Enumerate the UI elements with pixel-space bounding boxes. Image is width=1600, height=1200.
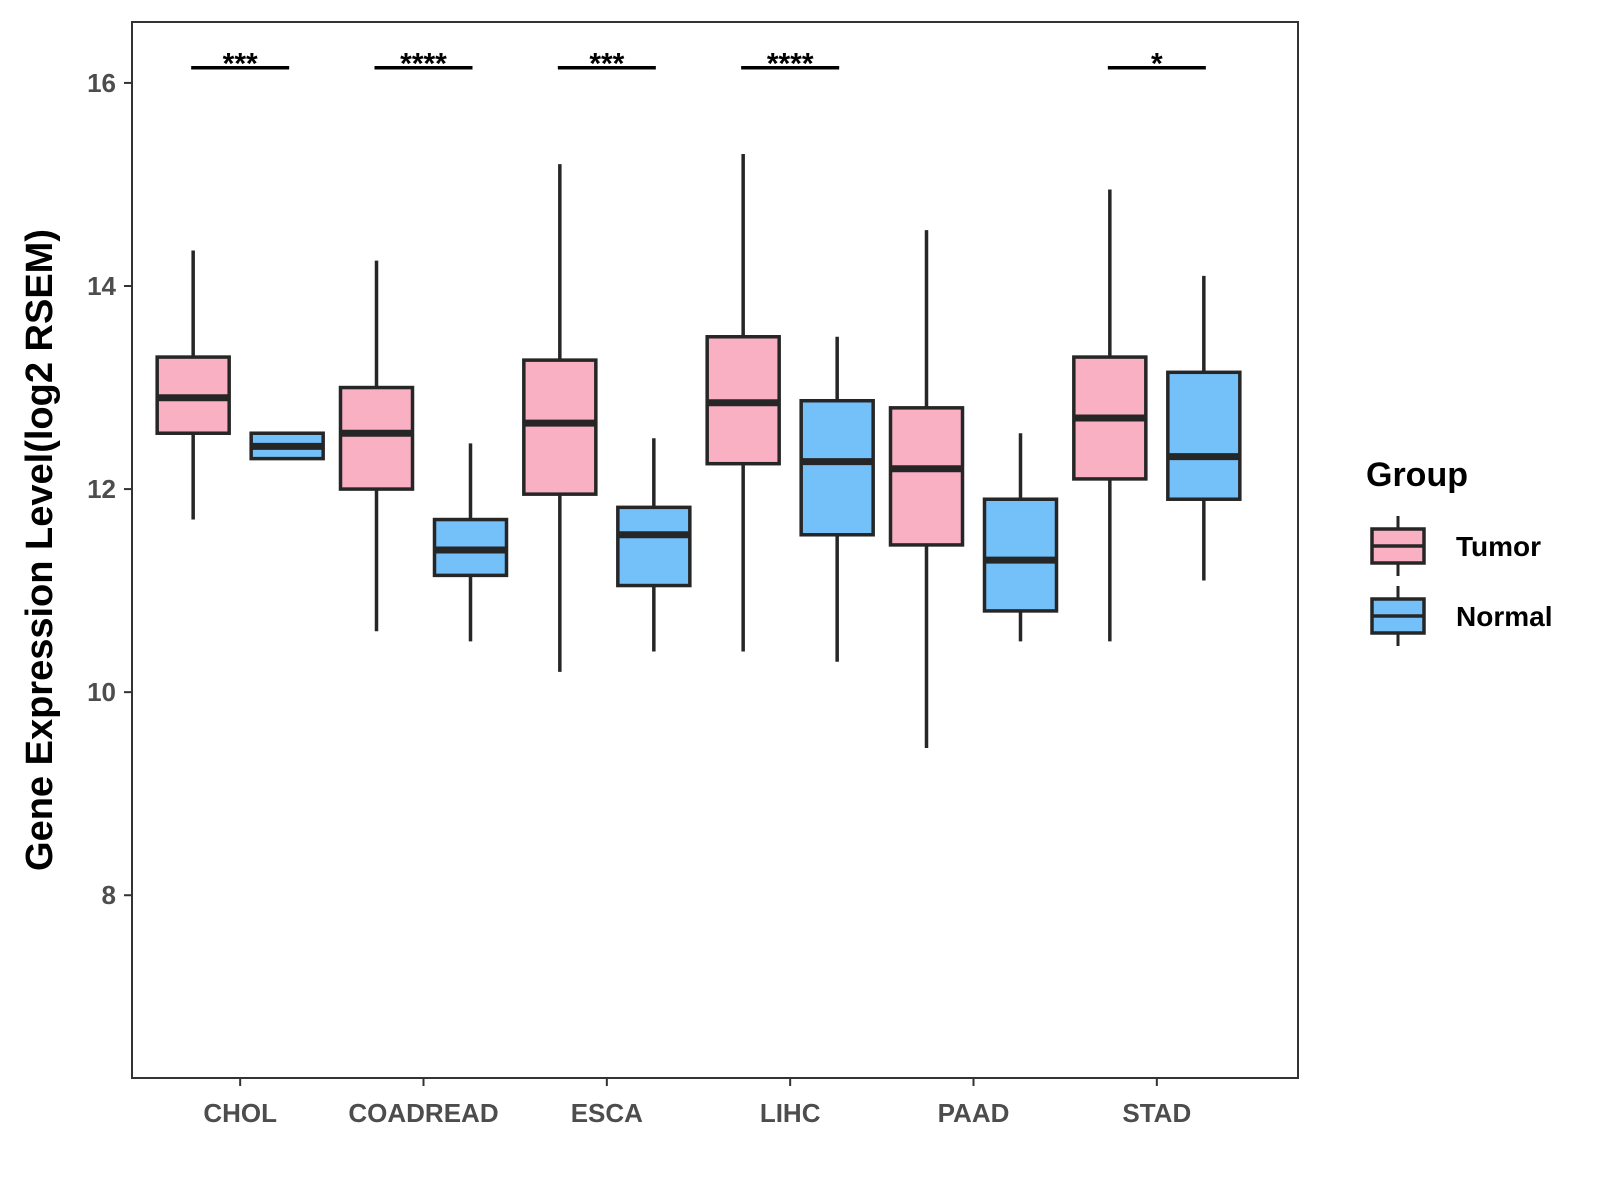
box-normal-stad bbox=[1166, 275, 1242, 581]
box-tumor-paad bbox=[888, 230, 965, 748]
legend-key-tumor bbox=[1370, 516, 1426, 576]
legend-label-normal: Normal bbox=[1456, 601, 1552, 632]
y-tick-label: 16 bbox=[87, 68, 116, 98]
box-normal-paad bbox=[982, 433, 1059, 642]
significance-annotations: *** **** *** **** * bbox=[191, 48, 1206, 81]
significance-label-esca: *** bbox=[589, 48, 624, 81]
y-axis: 8 10 12 14 16 bbox=[87, 68, 132, 910]
legend-label-tumor: Tumor bbox=[1456, 531, 1541, 562]
significance-label-chol: *** bbox=[223, 48, 258, 81]
box-tumor-stad bbox=[1072, 189, 1148, 642]
significance-label-coadread: **** bbox=[400, 48, 447, 81]
box-normal-esca bbox=[616, 438, 692, 652]
box-group bbox=[155, 154, 1242, 748]
box-normal-lihc bbox=[799, 336, 875, 662]
x-tick-label-esca: ESCA bbox=[571, 1098, 643, 1128]
box-body bbox=[799, 398, 875, 537]
y-tick-label: 12 bbox=[87, 474, 116, 504]
significance-label-stad: * bbox=[1151, 48, 1163, 81]
box-tumor-chol bbox=[155, 250, 231, 520]
y-axis-title: Gene Expression Level(log2 RSEM) bbox=[19, 229, 61, 871]
x-tick-label-chol: CHOL bbox=[203, 1098, 277, 1128]
box-tumor-esca bbox=[522, 164, 598, 672]
y-tick-label: 10 bbox=[87, 677, 116, 707]
box-tumor-coadread bbox=[338, 260, 415, 632]
box-body bbox=[522, 358, 598, 496]
x-tick-label-stad: STAD bbox=[1122, 1098, 1191, 1128]
x-tick-label-paad: PAAD bbox=[938, 1098, 1010, 1128]
x-axis: CHOL COADREAD ESCA LIHC PAAD STAD bbox=[203, 1078, 1191, 1128]
significance-label-lihc: **** bbox=[767, 48, 814, 81]
box-body bbox=[1166, 370, 1242, 501]
legend-key-normal bbox=[1370, 586, 1426, 646]
box-body bbox=[616, 505, 692, 588]
box-body bbox=[888, 406, 965, 547]
legend: Group Tumor Normal bbox=[1366, 456, 1552, 646]
y-tick-label: 8 bbox=[102, 880, 116, 910]
y-tick-label: 14 bbox=[87, 271, 116, 301]
legend-title: Group bbox=[1366, 456, 1468, 494]
plot-panel-border bbox=[131, 21, 1299, 1079]
x-tick-label-coadread: COADREAD bbox=[348, 1098, 498, 1128]
box-body bbox=[338, 385, 415, 491]
box-normal-chol bbox=[249, 431, 325, 461]
box-tumor-lihc bbox=[705, 154, 781, 652]
box-body bbox=[982, 497, 1059, 613]
x-tick-label-lihc: LIHC bbox=[760, 1098, 821, 1128]
box-normal-coadread bbox=[432, 443, 509, 642]
